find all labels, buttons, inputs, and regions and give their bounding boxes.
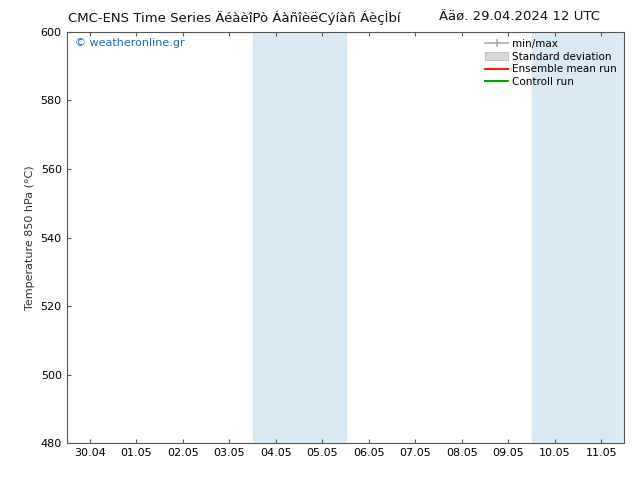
Text: © weatheronline.gr: © weatheronline.gr <box>75 38 184 48</box>
Text: CMC-ENS Time Series ÄéàèîPò ÁàñîèëCýíàñ ÁèçÌbí: CMC-ENS Time Series ÄéàèîPò ÁàñîèëCýíàñ … <box>68 11 401 25</box>
Bar <box>252 32 346 443</box>
Bar <box>531 32 624 443</box>
Legend: min/max, Standard deviation, Ensemble mean run, Controll run: min/max, Standard deviation, Ensemble me… <box>481 35 621 91</box>
Y-axis label: Temperature 850 hPa (°C): Temperature 850 hPa (°C) <box>25 165 35 310</box>
Text: Ääø. 29.04.2024 12 UTC: Ääø. 29.04.2024 12 UTC <box>439 11 600 24</box>
